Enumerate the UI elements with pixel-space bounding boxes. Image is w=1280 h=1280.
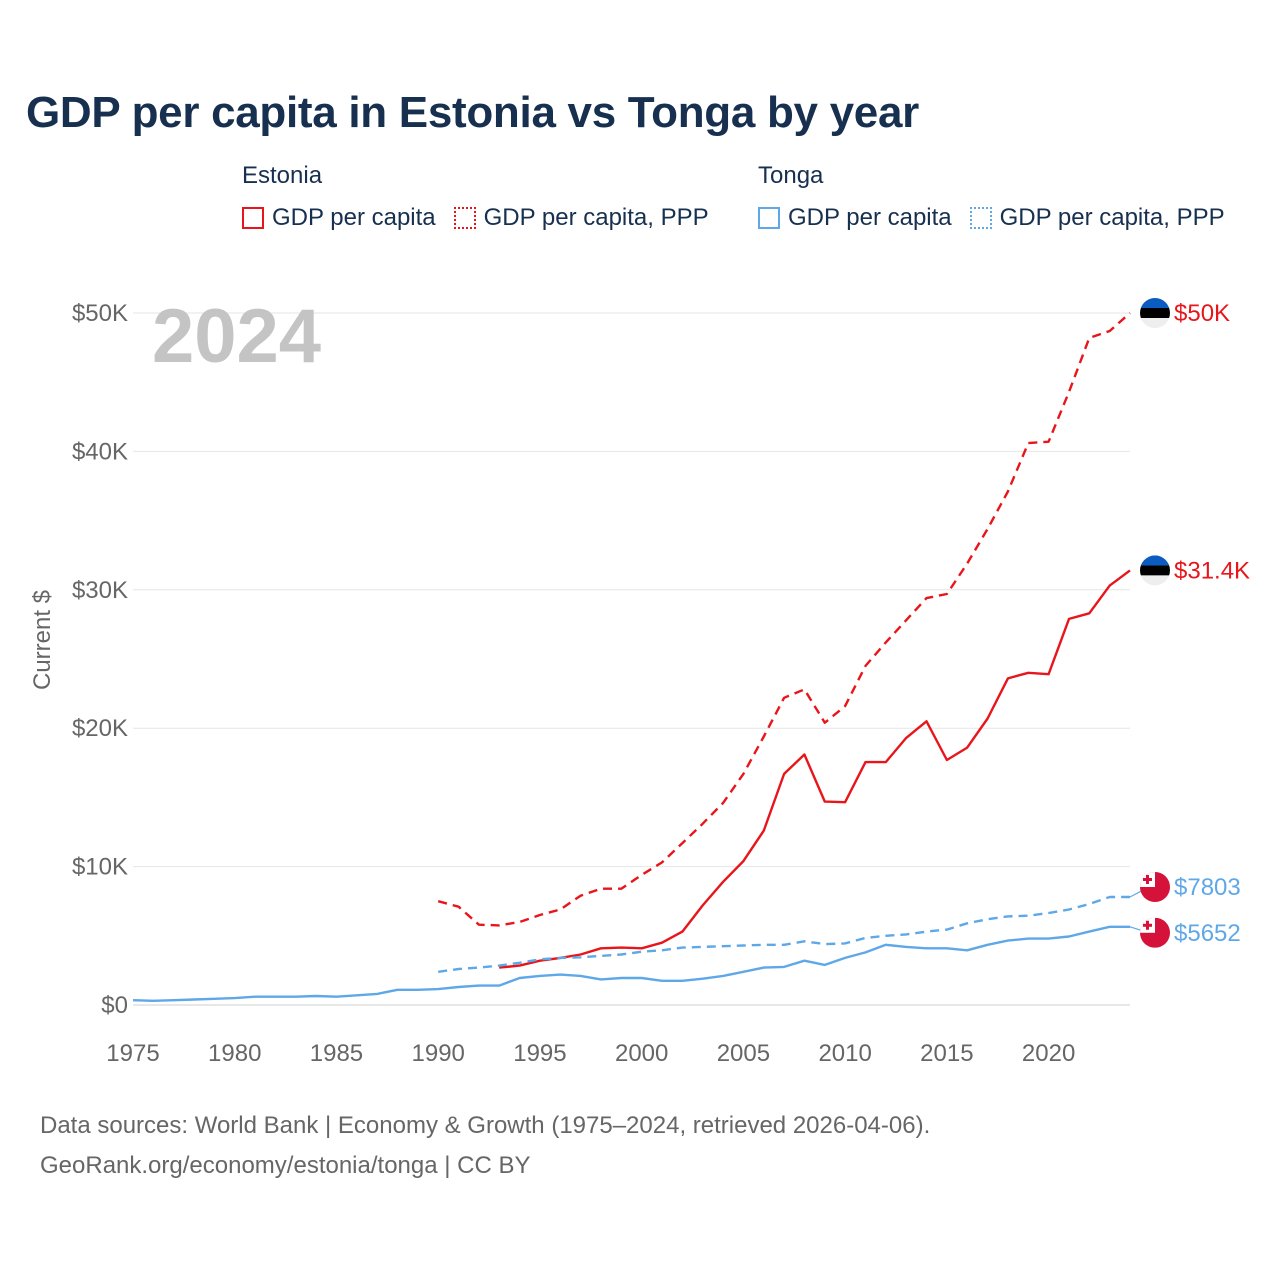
- legend-swatch-solid-icon: [758, 207, 780, 229]
- x-tick-label: 1990: [412, 1040, 465, 1067]
- series-line-1: [499, 569, 1131, 969]
- legend-item-tonga-gdp-ppp[interactable]: GDP per capita, PPP: [969, 204, 1225, 232]
- legend-country-tonga: Tonga: [758, 162, 824, 189]
- legend-label: GDP per capita, PPP: [483, 204, 709, 231]
- estonia-flag-icon: [1140, 298, 1170, 328]
- y-axis-label: Current $: [29, 590, 56, 690]
- y-tick-label: $10K: [72, 854, 128, 881]
- legend-item-estonia-gdp[interactable]: GDP per capita: [242, 204, 436, 232]
- legend-swatch-solid-icon: [242, 207, 264, 229]
- x-tick-label: 1980: [208, 1040, 261, 1067]
- legend-item-tonga-gdp[interactable]: GDP per capita: [758, 204, 952, 232]
- legend-swatch-dotted-icon: [969, 207, 992, 229]
- x-tick-label: 2000: [615, 1040, 668, 1067]
- series-line-0: [437, 312, 1131, 927]
- x-tick-label: 1985: [310, 1040, 363, 1067]
- legend-label: GDP per capita, PPP: [999, 204, 1225, 231]
- legend-country-estonia: Estonia: [242, 162, 323, 189]
- series-line-3: [132, 925, 1130, 1002]
- legend-swatch-dotted-icon: [453, 207, 476, 229]
- grid-lines: [133, 312, 1130, 1006]
- y-tick-label: $50K: [72, 300, 128, 327]
- x-tick-label: 1975: [106, 1040, 159, 1067]
- y-tick-label: $20K: [72, 715, 128, 742]
- legend-group-tonga: Tonga GDP per capita GDP per capita, PPP: [758, 162, 1225, 232]
- legend-group-estonia: Estonia GDP per capita GDP per capita, P…: [242, 162, 709, 232]
- x-tick-label: 2015: [920, 1040, 973, 1067]
- y-tick-label: $0: [101, 992, 128, 1019]
- legend-item-estonia-gdp-ppp[interactable]: GDP per capita, PPP: [453, 204, 709, 232]
- end-value-label-2: $7803: [1174, 874, 1241, 901]
- y-tick-label: $30K: [72, 577, 128, 604]
- series-line-2: [438, 895, 1130, 973]
- footer-url: GeoRank.org/economy/estonia/tonga | CC B…: [40, 1152, 531, 1179]
- x-tick-label: 2010: [818, 1040, 871, 1067]
- tonga-flag-icon: [1140, 917, 1170, 948]
- footer: Data sources: World Bank | Economy & Gro…: [40, 1106, 930, 1186]
- footer-sources: Data sources: World Bank | Economy & Gro…: [40, 1112, 931, 1139]
- y-tick-label: $40K: [72, 438, 128, 465]
- estonia-flag-icon: [1140, 555, 1170, 586]
- end-value-label-1: $31.4K: [1174, 557, 1250, 584]
- x-tick-label: 1995: [513, 1040, 566, 1067]
- x-tick-label: 2005: [717, 1040, 770, 1067]
- tonga-flag-icon: [1140, 872, 1170, 903]
- series-lines: [132, 312, 1131, 1002]
- legend-label: GDP per capita: [272, 204, 436, 231]
- end-value-label-3: $5652: [1174, 920, 1241, 947]
- x-axis-ticks: 1975 1980 1985 1990 1995 2000 2005 2010 2015 2020: [106, 1040, 1075, 1067]
- chart-title: GDP per capita in Estonia vs Tonga by ye…: [26, 88, 919, 137]
- y-axis-ticks: $0 $10K $20K $30K $40K $50K: [72, 300, 128, 1019]
- end-value-label-0: $50K: [1174, 300, 1230, 327]
- legend-label: GDP per capita: [788, 204, 952, 231]
- x-tick-label: 2020: [1022, 1040, 1075, 1067]
- year-watermark: 2024: [152, 294, 321, 379]
- end-labels: $50K $31.4K $7803 $5652: [1129, 298, 1250, 948]
